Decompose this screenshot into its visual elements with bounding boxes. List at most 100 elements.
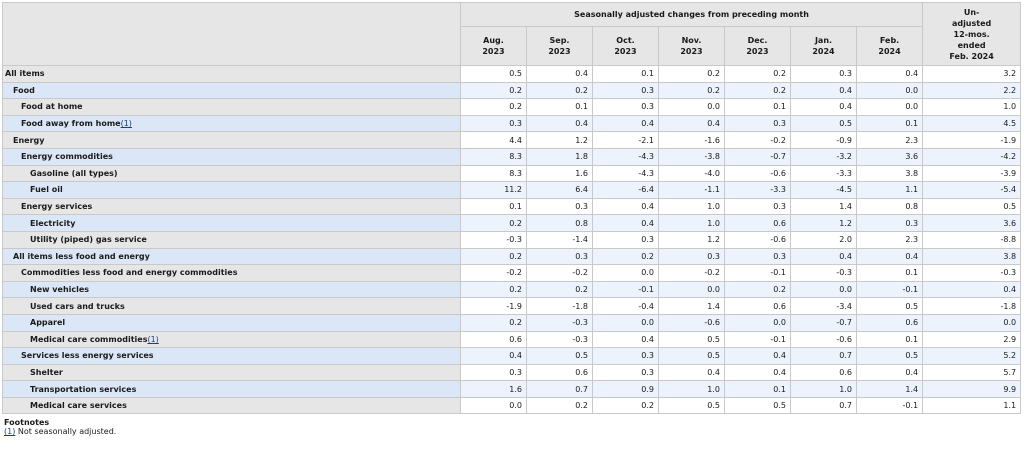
value-cell: -0.7 bbox=[724, 147, 791, 166]
unadjusted-value-cell: 3.6 bbox=[922, 214, 1022, 232]
value-cell: 0.3 bbox=[658, 247, 725, 266]
value-cell: 0.1 bbox=[855, 264, 924, 282]
unadjusted-value-cell: 1.0 bbox=[922, 98, 1022, 116]
item-name: Fuel oil bbox=[30, 185, 63, 195]
unadjusted-line: adjusted bbox=[951, 18, 992, 28]
item-name: Food bbox=[13, 85, 35, 95]
item-name: Food at home bbox=[21, 102, 83, 112]
value-cell: 0.3 bbox=[790, 65, 857, 83]
table-row: Services less energy services 0.4 0.5 0.3 0.… bbox=[2, 347, 1022, 365]
value-cell: 0.1 bbox=[855, 114, 924, 133]
value-cell: -0.3 bbox=[526, 313, 593, 332]
year-label: 2023 bbox=[548, 47, 571, 56]
month-header: Feb. 2024 bbox=[855, 26, 924, 66]
value-cell: 0.1 bbox=[592, 65, 659, 83]
value-cell: 1.4 bbox=[790, 197, 857, 216]
value-cell: -4.3 bbox=[592, 164, 659, 183]
value-cell: 0.4 bbox=[855, 247, 924, 266]
value-cell: 0.6 bbox=[460, 330, 527, 349]
value-cell: 2.3 bbox=[855, 131, 924, 149]
value-cell: 0.5 bbox=[526, 347, 593, 365]
footnote-link[interactable]: (1) bbox=[120, 119, 132, 129]
value-cell: 0.4 bbox=[658, 114, 725, 133]
item-name: Used cars and trucks bbox=[30, 301, 125, 311]
value-cell: -0.2 bbox=[526, 264, 593, 282]
month-header: Nov. 2023 bbox=[658, 26, 725, 66]
item-name: Services less energy services bbox=[21, 351, 154, 361]
month-label: Sep. bbox=[549, 36, 570, 45]
value-cell: 0.4 bbox=[592, 114, 659, 133]
value-cell: -0.1 bbox=[855, 280, 924, 299]
value-cell: 0.3 bbox=[592, 230, 659, 249]
footnotes-title: Footnotes bbox=[4, 418, 50, 428]
item-name: Gasoline (all types) bbox=[30, 168, 118, 178]
unadjusted-value-cell: -1.8 bbox=[922, 297, 1022, 315]
value-cell: 0.2 bbox=[658, 65, 725, 83]
item-name: Food away from home bbox=[21, 119, 121, 129]
item-name: Apparel bbox=[30, 318, 66, 328]
year-label: 2023 bbox=[482, 47, 505, 56]
table-row: Apparel 0.2 -0.3 0.0 -0.6 0.0 -0.7 0.6 0.0 bbox=[2, 313, 1022, 332]
footnote-link[interactable]: (1) bbox=[147, 334, 159, 344]
value-cell: 0.5 bbox=[855, 297, 924, 315]
value-cell: 0.0 bbox=[855, 98, 924, 116]
month-label: Dec. bbox=[747, 36, 768, 45]
footnote-item: (1) Not seasonally adjusted. bbox=[4, 427, 1020, 436]
unadjusted-value-cell: -8.8 bbox=[922, 230, 1022, 249]
value-cell: -1.4 bbox=[526, 230, 593, 249]
value-cell: 0.5 bbox=[724, 396, 791, 415]
value-cell: 0.4 bbox=[790, 247, 857, 266]
table-row: Food 0.2 0.2 0.3 0.2 0.2 0.4 0.0 2.2 bbox=[2, 81, 1022, 100]
value-cell: 0.2 bbox=[526, 396, 593, 415]
unadjusted-value-cell: 2.2 bbox=[922, 81, 1022, 100]
value-cell: 1.1 bbox=[855, 181, 924, 199]
value-cell: -0.2 bbox=[658, 264, 725, 282]
value-cell: 0.4 bbox=[592, 330, 659, 349]
value-cell: 0.3 bbox=[526, 247, 593, 266]
value-cell: 0.4 bbox=[526, 65, 593, 83]
row-label: Medical care services bbox=[2, 396, 461, 415]
value-cell: 3.8 bbox=[855, 164, 924, 183]
item-name: Electricity bbox=[30, 218, 76, 228]
unadjusted-value-cell: 3.2 bbox=[922, 65, 1022, 83]
value-cell: 0.4 bbox=[855, 65, 924, 83]
value-cell: 0.2 bbox=[724, 65, 791, 83]
table-row: New vehicles 0.2 0.2 -0.1 0.0 0.2 0.0 -0.1 0.4 bbox=[2, 280, 1022, 299]
value-cell: 0.2 bbox=[526, 280, 593, 299]
value-cell: -1.8 bbox=[526, 297, 593, 315]
unadjusted-value-cell: 4.5 bbox=[922, 114, 1022, 133]
value-cell: -0.1 bbox=[855, 396, 924, 415]
item-name: Utility (piped) gas service bbox=[30, 235, 147, 245]
table-row: Commodities less food and energy commodi… bbox=[2, 264, 1022, 282]
item-name: Commodities less food and energy commodi… bbox=[21, 268, 238, 278]
value-cell: 0.1 bbox=[855, 330, 924, 349]
value-cell: -0.1 bbox=[724, 264, 791, 282]
value-cell: -0.9 bbox=[790, 131, 857, 149]
value-cell: -3.3 bbox=[724, 181, 791, 199]
value-cell: 2.3 bbox=[855, 230, 924, 249]
value-cell: -0.1 bbox=[724, 330, 791, 349]
unadjusted-value-cell: 0.4 bbox=[922, 280, 1022, 299]
cpi-changes-table: Seasonally adjusted changes from precedi… bbox=[2, 2, 1022, 415]
value-cell: -0.4 bbox=[592, 297, 659, 315]
row-label: Food away from home(1) bbox=[2, 114, 461, 133]
value-cell: 0.2 bbox=[592, 396, 659, 415]
value-cell: -1.9 bbox=[460, 297, 527, 315]
row-label: Energy commodities bbox=[2, 147, 461, 166]
footnote-ref-link[interactable]: (1) bbox=[4, 427, 16, 437]
value-cell: 0.2 bbox=[460, 98, 527, 116]
value-cell: 1.2 bbox=[526, 131, 593, 149]
item-name: Medical care commodities bbox=[30, 334, 148, 344]
value-cell: 0.2 bbox=[460, 81, 527, 100]
value-cell: -1.6 bbox=[658, 131, 725, 149]
value-cell: 0.2 bbox=[526, 81, 593, 100]
unadjusted-value-cell: 5.2 bbox=[922, 347, 1022, 365]
value-cell: 0.4 bbox=[724, 347, 791, 365]
cpi-table-container: Seasonally adjusted changes from precedi… bbox=[2, 2, 1022, 436]
table-row: Transportation services 1.6 0.7 0.9 1.0 0.1 1.… bbox=[2, 380, 1022, 398]
value-cell: 1.0 bbox=[658, 197, 725, 216]
value-cell: 0.3 bbox=[460, 363, 527, 382]
unadjusted-value-cell: 0.5 bbox=[922, 197, 1022, 216]
year-label: 2023 bbox=[680, 47, 703, 56]
value-cell: 0.5 bbox=[658, 330, 725, 349]
